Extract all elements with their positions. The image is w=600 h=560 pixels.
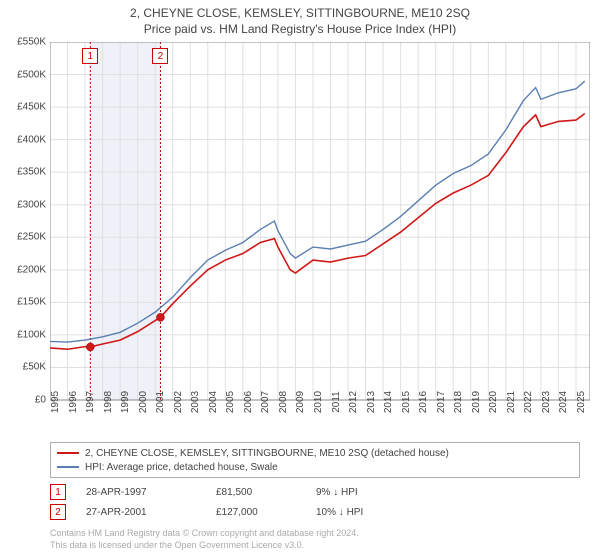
marker-badge: 1 — [50, 484, 66, 500]
marker-hpi-delta: 9% ↓ HPI — [316, 487, 436, 498]
legend-swatch — [57, 452, 79, 454]
legend: 2, CHEYNE CLOSE, KEMSLEY, SITTINGBOURNE,… — [50, 442, 580, 478]
marker-table: 1 28-APR-1997 £81,500 9% ↓ HPI 2 27-APR-… — [50, 482, 580, 522]
marker-price: £81,500 — [216, 487, 316, 498]
line-chart: £0£50K£100K£150K£200K£250K£300K£350K£400… — [50, 42, 590, 432]
marker-hpi-delta: 10% ↓ HPI — [316, 507, 436, 518]
marker-badge: 2 — [50, 504, 66, 520]
chart-svg — [50, 42, 590, 432]
legend-label: HPI: Average price, detached house, Swal… — [85, 462, 278, 473]
legend-item: HPI: Average price, detached house, Swal… — [57, 460, 573, 474]
legend-item: 2, CHEYNE CLOSE, KEMSLEY, SITTINGBOURNE,… — [57, 446, 573, 460]
marker-date: 27-APR-2001 — [86, 507, 216, 518]
marker-date: 28-APR-1997 — [86, 487, 216, 498]
footer-attribution: Contains HM Land Registry data © Crown c… — [50, 528, 359, 551]
marker-row: 2 27-APR-2001 £127,000 10% ↓ HPI — [50, 502, 580, 522]
legend-swatch — [57, 466, 79, 468]
legend-label: 2, CHEYNE CLOSE, KEMSLEY, SITTINGBOURNE,… — [85, 448, 449, 459]
chart-title: 2, CHEYNE CLOSE, KEMSLEY, SITTINGBOURNE,… — [0, 0, 600, 20]
footer-line: This data is licensed under the Open Gov… — [50, 540, 359, 552]
footer-line: Contains HM Land Registry data © Crown c… — [50, 528, 359, 540]
marker-row: 1 28-APR-1997 £81,500 9% ↓ HPI — [50, 482, 580, 502]
chart-container: 2, CHEYNE CLOSE, KEMSLEY, SITTINGBOURNE,… — [0, 0, 600, 560]
chart-subtitle: Price paid vs. HM Land Registry's House … — [0, 20, 600, 36]
marker-price: £127,000 — [216, 507, 316, 518]
